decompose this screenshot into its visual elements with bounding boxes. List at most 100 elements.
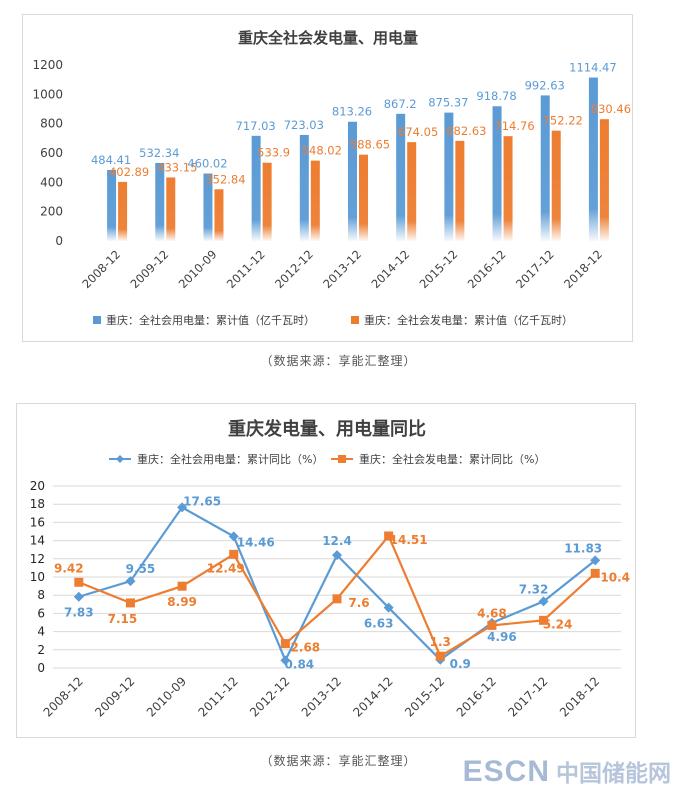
chart2-point-generation [435,651,445,661]
chart2-data-label: 14.51 [390,533,428,547]
chart1-bar-consumption [588,77,598,241]
chart1-bar-consumption [299,134,309,241]
chart2-point-generation [487,620,497,630]
chart1-ytick-label: 1000 [32,87,63,101]
chart2-data-label: 5.24 [543,617,573,631]
chart1-data-label: 723.03 [284,118,324,132]
chart2-ytick-label: 6 [37,606,45,620]
chart2-point-consumption [332,550,342,561]
chart1-ytick-label: 200 [40,205,63,219]
chart1-bar-generation [599,119,609,241]
chart2-data-label: 4.96 [487,630,517,644]
chart1-xtick-label: 2008-12 [79,247,123,291]
logo-text-cn: 中国储能网 [556,761,671,787]
chart1-xtick-label: 2018-12 [561,247,605,291]
chart2-point-consumption [177,502,188,513]
chart1-data-label: 752.22 [543,114,583,128]
chart2-data-label: 0.84 [285,657,315,671]
chart2-data-label: 9.55 [126,562,156,576]
chart1-ytick-label: 400 [40,175,63,189]
chart2-xtick-label: 2018-12 [557,674,602,719]
chart2-legend-marker [338,455,346,463]
chart1-legend-swatch [93,316,101,324]
chart1-ytick-label: 600 [40,146,63,160]
chart2-ytick-label: 20 [30,479,45,493]
chart2-xtick-label: 2008-12 [41,674,86,719]
chart1-bar-consumption [444,112,454,241]
chart1-bar-consumption [540,95,550,241]
chart1-legend-swatch [351,316,359,324]
chart1-bar-consumption [396,113,406,241]
chart2-ytick-label: 2 [37,643,45,657]
chart2-data-label: 1.3 [430,635,451,649]
chart1-ytick-label: 800 [40,117,63,131]
chart1-data-label: 682.63 [446,124,486,138]
chart1-bar-generation [359,154,368,241]
chart2-point-generation [384,531,394,541]
chart2-data-label: 14.46 [237,535,275,549]
chart1-bar-generation [214,189,224,241]
chart2-point-generation [177,581,187,591]
chart2-data-label: 8.99 [167,595,197,609]
chart1-data-label: 532.34 [139,146,179,160]
chart2-data-label: 17.65 [183,494,221,508]
chart2-ytick-label: 4 [37,625,45,639]
chart1-bar-consumption [155,162,165,241]
chart1-xtick-label: 2010-09 [176,247,220,291]
chart2-xtick-label: 2014-12 [350,674,395,719]
escn-logo: ESCN 中国储能网 [463,754,671,789]
chart2-point-generation [280,639,290,649]
chart2-xtick-label: 2011-12 [195,674,240,719]
chart1-data-label: 460.02 [187,157,227,171]
chart1-ytick-label: 0 [55,234,63,248]
chart2-xtick-label: 2010-09 [144,674,189,719]
chart1-bar-generation [166,177,176,241]
chart1-bar-consumption [203,173,213,241]
chart2-legend-label: 重庆：全社会发电量：累计同比（%） [359,452,545,466]
chart2-point-consumption [590,555,601,566]
data-source-note: （数据来源：享能汇整理） [260,354,417,368]
chart1-xtick-label: 2017-12 [513,247,557,291]
chart1-data-label: 402.89 [109,165,149,179]
chart1-data-label: 433.15 [157,160,197,174]
chart2-point-consumption [228,531,239,542]
chart2-legend-marker [116,455,124,463]
chart2-data-label: 6.63 [364,617,394,631]
chart2-point-consumption [73,591,84,602]
chart2-data-label: 2.68 [291,641,321,655]
chart1-bar-consumption [348,121,357,241]
chart1-data-label: 588.65 [350,138,390,152]
chart1-bar-generation [551,130,561,241]
chart1-ytick-label: 1200 [32,58,63,72]
chart2-ytick-label: 0 [37,661,45,675]
chart1-legend-label: 重庆：全社会用电量：累计值（亿千瓦时） [106,313,315,327]
chart1-bar-generation [262,162,272,241]
chart2-xtick-label: 2012-12 [247,674,292,719]
chart2-ytick-label: 16 [30,515,45,529]
chart2-xtick-label: 2013-12 [299,674,344,719]
chart1-data-label: 813.26 [332,105,372,119]
chart2-data-label: 7.15 [108,612,138,626]
chart1-bar-consumption [107,169,117,241]
chart1-bar-generation [407,142,417,241]
chart2-point-generation [590,568,600,578]
chart2-data-label: 7.6 [348,596,369,610]
chart1-data-label: 484.41 [91,153,131,167]
chart1-bar-generation [118,181,128,241]
chart2-ytick-label: 12 [30,552,45,566]
chart1-data-label: 717.03 [236,119,276,133]
chart1-data-label: 548.02 [302,144,342,158]
chart1-data-label: 674.05 [398,125,438,139]
chart1-data-label: 830.46 [591,102,631,116]
chart2-point-consumption [383,602,394,613]
chart1-xtick-label: 2015-12 [417,247,461,291]
chart2-data-label: 4.68 [477,606,507,620]
chart1-xtick-label: 2011-12 [224,247,268,291]
chart1-legend-label: 重庆：全社会发电量：累计值（亿千瓦时） [364,313,573,327]
chart1-bar-consumption [492,106,502,241]
chart2-ytick-label: 18 [30,497,45,511]
chart1-data-label: 875.37 [428,96,468,110]
chart2-ytick-label: 14 [30,534,45,548]
chart2-title: 重庆发电量、用电量同比 [228,418,426,440]
chart2-point-generation [74,577,84,587]
